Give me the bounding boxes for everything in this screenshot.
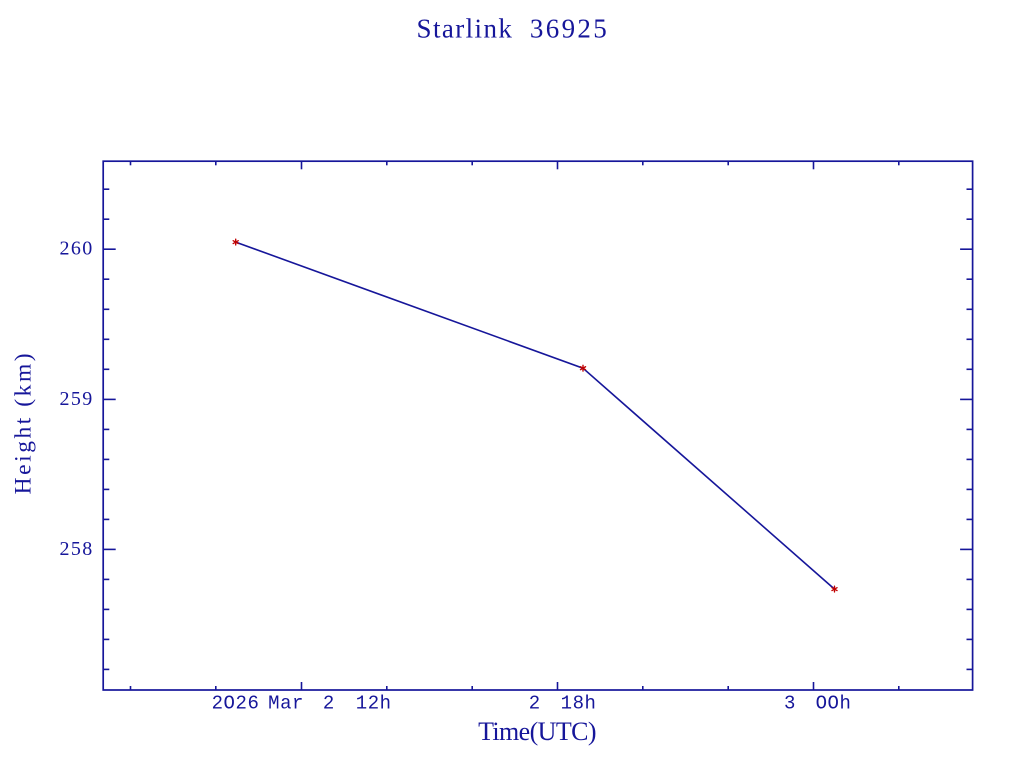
svg-text:Time(UTC): Time(UTC) xyxy=(478,717,596,746)
svg-text:12h: 12h xyxy=(356,693,392,715)
svg-text:OOh: OOh xyxy=(816,693,852,715)
svg-text:Height (km): Height (km) xyxy=(11,351,37,495)
svg-text:2O26: 2O26 xyxy=(212,693,260,715)
svg-text:18h: 18h xyxy=(561,693,597,715)
svg-text:259: 259 xyxy=(59,388,93,410)
svg-text:2: 2 xyxy=(529,693,541,715)
svg-text:36925: 36925 xyxy=(530,14,609,44)
svg-text:258: 258 xyxy=(59,538,93,560)
svg-text:Mar: Mar xyxy=(268,693,304,715)
svg-text:Starlink: Starlink xyxy=(417,14,514,44)
svg-text:3: 3 xyxy=(784,693,796,715)
svg-text:260: 260 xyxy=(59,238,93,260)
svg-text:2: 2 xyxy=(323,693,335,715)
